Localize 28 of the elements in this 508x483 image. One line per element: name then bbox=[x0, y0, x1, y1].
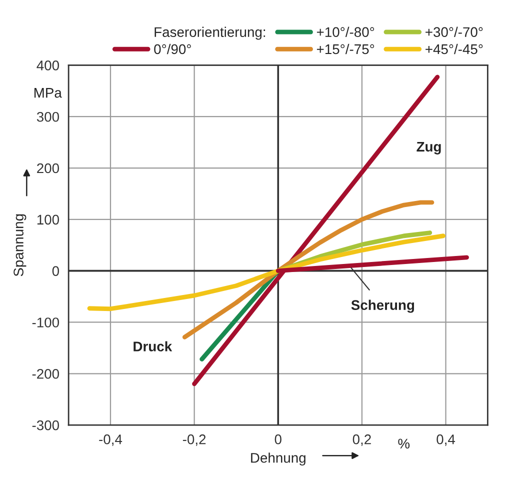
annotation: Zug bbox=[416, 142, 441, 154]
y-tick-label: 300 bbox=[36, 112, 60, 122]
x-tick-label: -0,4 bbox=[99, 434, 122, 446]
legend-label: +45°/-45° bbox=[426, 44, 483, 54]
annotation: Scherung bbox=[351, 300, 414, 313]
y-axis-title: Spannung bbox=[14, 214, 26, 276]
annotation: Druck bbox=[134, 341, 172, 352]
y-tick-label: 400 bbox=[36, 60, 60, 70]
line-series bbox=[87, 234, 446, 312]
y-tick-label: 100 bbox=[37, 214, 60, 225]
legend-label: +10°/-80° bbox=[316, 26, 374, 38]
x-axis-title: Dehnung bbox=[251, 452, 306, 466]
x-tick-label: 0,4 bbox=[436, 434, 456, 446]
y-tick-label: 0 bbox=[52, 266, 60, 276]
text: % bbox=[398, 438, 410, 449]
y-tick-label: -200 bbox=[32, 368, 60, 379]
x-tick-label: 0,2 bbox=[352, 434, 371, 446]
legend-title: Faserorientierung: bbox=[154, 26, 266, 40]
legend-label: +30°/-70° bbox=[426, 26, 483, 38]
legend-label: 0°/90° bbox=[154, 44, 191, 54]
line-series bbox=[182, 200, 434, 340]
y-tick-label: -300 bbox=[32, 420, 60, 430]
y-tick-label: -100 bbox=[32, 318, 60, 328]
text: MPa bbox=[34, 88, 62, 98]
x-tick-label: 0 bbox=[274, 434, 282, 444]
legend-label: +15°/-75° bbox=[316, 44, 374, 54]
x-tick-label: -0,2 bbox=[182, 434, 206, 446]
y-tick-label: 200 bbox=[37, 163, 60, 174]
